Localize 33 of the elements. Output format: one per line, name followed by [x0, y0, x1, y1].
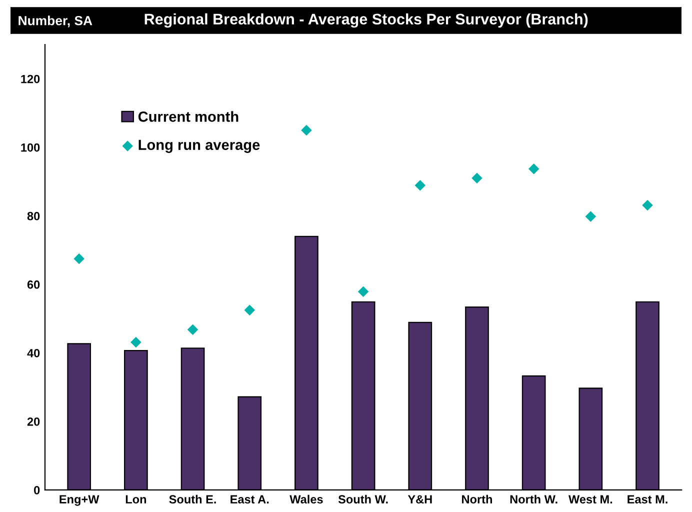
point: [244, 304, 255, 316]
x-tick-label: South W.: [338, 494, 388, 504]
point: [585, 211, 596, 222]
y-tick-label: 100: [21, 143, 40, 152]
chart-title: Regional Breakdown - Average Stocks Per Surveyor (Branch): [144, 13, 588, 28]
x-tick-label: North: [462, 494, 492, 504]
y-axis-title: Number, SA: [18, 16, 92, 28]
x-tick-label: Y&H: [408, 495, 432, 504]
legend-label: Long run average: [138, 140, 260, 153]
point: [414, 180, 426, 191]
x-tick-label: East M.: [628, 495, 668, 504]
x-tick-label: East A.: [230, 495, 269, 504]
y-tick-label: 120: [21, 74, 40, 84]
x-tick-label: West M.: [568, 495, 612, 504]
point: [130, 336, 142, 348]
point: [301, 124, 312, 136]
y-tick-label: 0: [34, 486, 40, 494]
x-tick-label: North W.: [510, 494, 558, 504]
point: [187, 324, 198, 336]
y-tick-label: 60: [27, 280, 40, 289]
x-tick-label: Wales: [290, 494, 323, 504]
point: [642, 200, 653, 211]
y-tick-label: 20: [27, 417, 40, 426]
point: [74, 253, 84, 264]
y-tick-label: 80: [27, 212, 40, 220]
point: [358, 286, 369, 297]
point: [528, 164, 540, 174]
legend-label: Current month: [138, 111, 238, 122]
y-tick-label: 40: [27, 348, 40, 358]
x-tick-label: South E.: [169, 494, 216, 504]
x-tick-label: Lon: [126, 495, 146, 504]
x-tick-label: Eng+W: [60, 495, 100, 506]
point: [472, 172, 482, 184]
